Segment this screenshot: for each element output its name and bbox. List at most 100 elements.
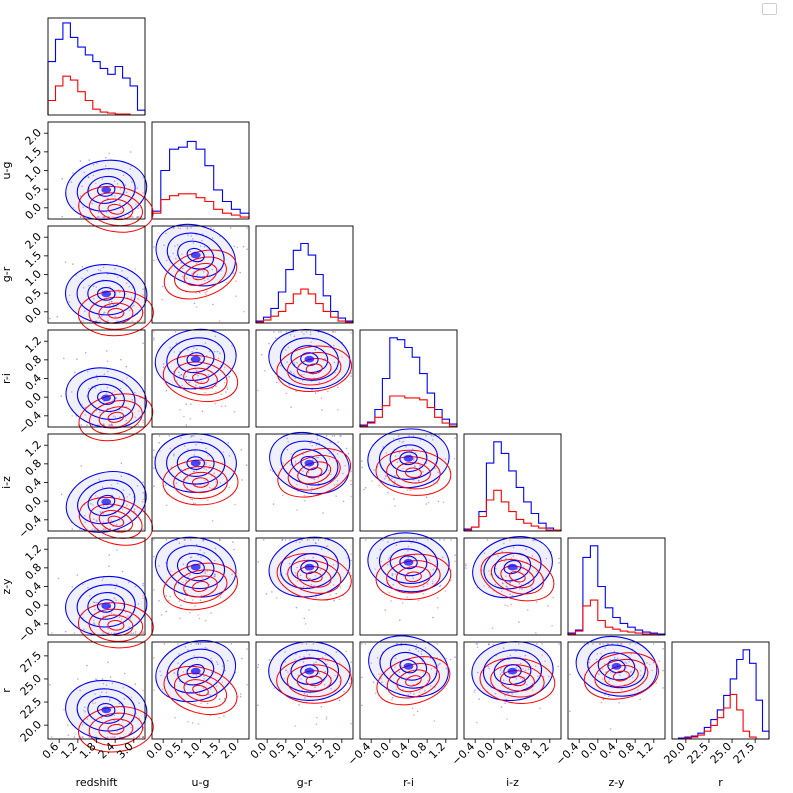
scatter-point xyxy=(142,597,144,599)
scatter-point xyxy=(431,580,434,583)
scatter-point xyxy=(130,726,132,729)
scatter-point xyxy=(410,542,412,544)
scatter-point xyxy=(509,539,511,541)
scatter-point xyxy=(265,593,268,595)
scatter-point xyxy=(536,643,538,645)
scatter-point xyxy=(324,357,326,360)
scatter-point xyxy=(204,292,207,294)
scatter-point xyxy=(108,565,110,567)
scatter-point xyxy=(93,619,95,622)
scatter-point xyxy=(350,479,352,482)
scatter-point xyxy=(98,211,100,214)
scatter-point xyxy=(536,570,538,573)
scatter-point xyxy=(290,453,293,455)
scatter-point xyxy=(57,577,60,580)
scatter-point xyxy=(210,657,212,660)
scatter-point xyxy=(210,227,212,229)
scatter-point xyxy=(101,315,103,317)
scatter-point xyxy=(325,700,327,702)
scatter-point xyxy=(121,269,123,272)
contour-blue xyxy=(186,664,205,679)
scatter-point xyxy=(179,227,182,230)
scatter-point xyxy=(409,692,412,694)
scatter-point xyxy=(437,471,439,474)
contour-blue xyxy=(97,390,116,405)
x-tick-label: 27.5 xyxy=(731,740,758,767)
contour-blue xyxy=(166,648,225,694)
scatter-point xyxy=(86,718,89,720)
scatter-point xyxy=(387,492,389,494)
x-axis-label-r-i: r-i xyxy=(403,776,414,789)
scatter-point xyxy=(184,646,187,648)
scatter-point xyxy=(213,472,215,475)
hist-red-z-y xyxy=(567,599,665,636)
scatter-point xyxy=(201,577,203,579)
scatter-point xyxy=(79,216,82,218)
scatter-point xyxy=(196,658,199,660)
scatter-point xyxy=(454,554,456,556)
scatter-point xyxy=(63,357,65,360)
scatter-point xyxy=(510,603,512,606)
scatter-point xyxy=(60,395,63,398)
scatter-point xyxy=(332,584,335,586)
y-tick-label: 1.2 xyxy=(23,542,45,564)
scatter-point xyxy=(122,686,125,689)
scatter-point xyxy=(506,586,509,588)
scatter-point xyxy=(519,570,521,572)
scatter-point xyxy=(197,374,199,377)
scatter-point xyxy=(303,494,306,497)
scatter-point xyxy=(608,664,611,667)
scatter-point xyxy=(110,519,113,521)
scatter-point xyxy=(395,544,398,546)
scatter-point xyxy=(312,643,315,645)
scatter-point xyxy=(100,691,103,693)
y-axis-label-u-g: u-g xyxy=(0,162,13,180)
scatter-point xyxy=(608,664,610,667)
scatter-point xyxy=(535,632,537,634)
scatter-point xyxy=(206,647,208,650)
scatter-point xyxy=(190,556,193,559)
scatter-point xyxy=(308,466,311,468)
scatter-point xyxy=(133,510,136,513)
scatter-point xyxy=(107,627,109,630)
scatter-point xyxy=(215,385,217,388)
scatter-point xyxy=(153,331,155,333)
scatter-point xyxy=(187,234,189,236)
scatter-point xyxy=(350,372,352,375)
scatter-point xyxy=(522,667,524,670)
scatter-point xyxy=(67,724,69,726)
scatter-point xyxy=(335,651,338,653)
scatter-point xyxy=(142,736,144,738)
scatter-point xyxy=(305,643,308,645)
scatter-point xyxy=(189,250,192,253)
scatter-point xyxy=(168,599,170,602)
scatter-point xyxy=(177,227,180,229)
scatter-point xyxy=(179,351,181,353)
scatter-point xyxy=(332,564,335,566)
scatter-point xyxy=(401,441,404,444)
scatter-point xyxy=(488,667,491,670)
scatter-point xyxy=(636,689,639,691)
density-core xyxy=(190,563,201,571)
scatter-point xyxy=(511,693,513,695)
scatter-point xyxy=(124,416,127,418)
scatter-point xyxy=(269,469,272,471)
legend-box xyxy=(762,3,777,15)
scatter-point xyxy=(321,409,323,411)
scatter-point xyxy=(94,387,97,389)
x-tick-label: 0.8 xyxy=(512,740,534,762)
density-core xyxy=(403,454,414,462)
scatter-point xyxy=(413,458,415,460)
scatter-point xyxy=(652,661,655,664)
scatter-point xyxy=(137,424,139,426)
y-axis-label-r: r xyxy=(0,688,13,693)
scatter-point xyxy=(79,689,81,692)
scatter-point xyxy=(604,694,606,696)
contour-red xyxy=(107,723,125,735)
scatter-point xyxy=(95,320,98,322)
scatter-point xyxy=(113,597,116,599)
scatter-point xyxy=(110,484,113,486)
scatter-point xyxy=(82,287,85,289)
scatter-point xyxy=(176,244,179,246)
scatter-point xyxy=(100,511,102,514)
